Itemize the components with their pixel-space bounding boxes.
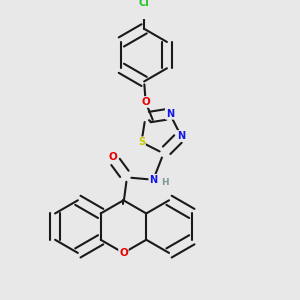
Text: N: N: [166, 109, 174, 119]
Text: O: O: [141, 97, 150, 107]
Text: O: O: [109, 152, 117, 162]
Text: S: S: [138, 137, 145, 147]
Text: N: N: [149, 175, 158, 185]
Text: O: O: [119, 248, 128, 258]
Text: Cl: Cl: [139, 0, 149, 8]
Text: H: H: [161, 178, 169, 187]
Text: N: N: [177, 131, 185, 141]
